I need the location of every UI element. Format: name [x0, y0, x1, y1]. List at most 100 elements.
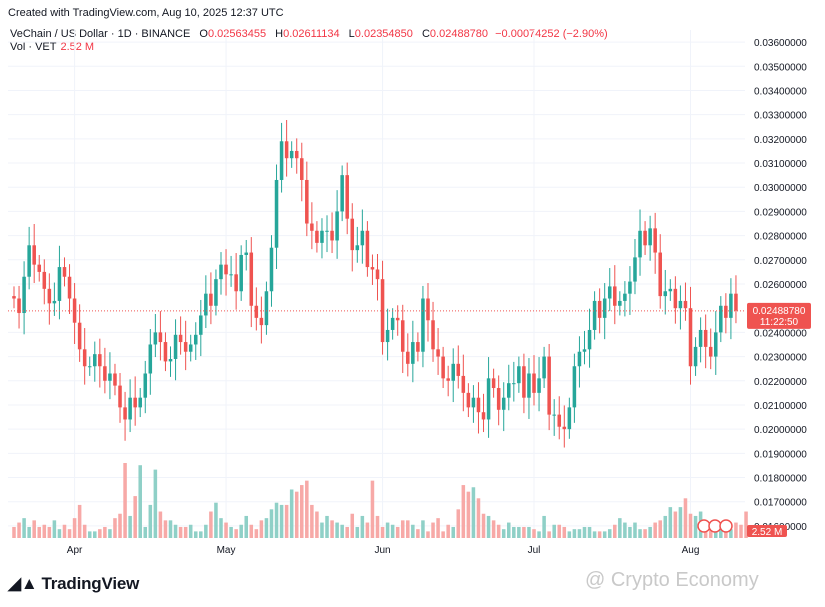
volume-bar: [158, 511, 163, 538]
volume-bar: [52, 520, 57, 538]
y-tick-label: 0.01700000: [754, 498, 807, 509]
candle-body: [259, 317, 264, 326]
volume-bar: [668, 507, 673, 538]
candle-body: [658, 252, 662, 297]
volume-bar: [168, 520, 173, 538]
volume-bar: [638, 529, 642, 538]
volume-bar: [537, 531, 541, 538]
volume-bar: [224, 522, 228, 538]
candle-body: [703, 329, 708, 347]
candle-body: [547, 356, 551, 415]
volume-bar: [734, 522, 738, 538]
candle-body: [98, 354, 102, 367]
volume-bar: [456, 509, 461, 538]
candle-body: [325, 230, 329, 232]
volume-bar: [345, 526, 349, 538]
volume-bar: [204, 524, 208, 538]
volume-bar: [350, 513, 355, 538]
candle-body: [597, 300, 602, 318]
volume-bar: [193, 531, 198, 538]
candle-body: [476, 397, 481, 413]
candle-body: [133, 397, 137, 408]
candle-body: [355, 245, 360, 251]
volume-bar: [370, 480, 375, 538]
price-tag-countdown: 11:22:50: [760, 317, 799, 328]
brand-name: TradingView: [41, 574, 140, 593]
created-with-text: Created with TradingView.com, Aug 10, 20…: [8, 7, 284, 19]
y-tick-label: 0.02300000: [754, 353, 807, 364]
candle-body: [471, 397, 476, 408]
volume-bar: [37, 526, 42, 538]
volume-bar: [416, 529, 420, 538]
candle-body: [496, 388, 501, 410]
close-value: 0.02488780: [429, 28, 489, 40]
y-tick-label: 0.03200000: [754, 135, 807, 146]
volume-bar: [17, 522, 21, 538]
volume-bar: [527, 526, 531, 538]
candle-body: [411, 342, 415, 364]
volume-bar: [542, 515, 546, 538]
volume-bar: [446, 524, 450, 538]
volume-bar: [42, 524, 47, 538]
volume-bar: [289, 489, 294, 538]
candle-body: [542, 356, 546, 379]
candle-body: [82, 349, 87, 367]
volume-bar: [380, 526, 385, 538]
candle-body: [729, 293, 733, 318]
volume-bar: [592, 531, 597, 538]
volume-bar: [259, 520, 264, 538]
candle-body: [441, 356, 445, 379]
candle-body: [22, 276, 26, 314]
candle-body: [42, 271, 47, 289]
candle-body: [416, 342, 420, 352]
x-tick-label: Jun: [374, 545, 390, 556]
candle-body: [375, 269, 380, 280]
volume-bar: [153, 469, 158, 538]
candle-body: [527, 373, 531, 398]
volume-bar: [623, 522, 627, 538]
volume-bar: [148, 504, 153, 538]
open-value: 0.02563455: [207, 28, 267, 40]
volume-bar: [62, 524, 67, 538]
candle-body: [320, 230, 324, 243]
volume-bar: [739, 524, 743, 538]
volume-legend[interactable]: Vol · VET 2.52 M: [10, 41, 94, 53]
volume-bar: [239, 524, 243, 538]
candle-body: [294, 150, 299, 159]
volume-bar: [693, 515, 698, 538]
candle-body: [108, 373, 112, 381]
candle-body: [602, 298, 607, 318]
candle-body: [209, 293, 213, 306]
candle-body: [360, 230, 365, 246]
candle-body: [153, 332, 158, 345]
y-tick-label: 0.02000000: [754, 425, 807, 436]
candle-body: [562, 426, 567, 430]
candle-body: [708, 346, 713, 357]
volume-bar: [214, 502, 218, 538]
candle-body: [32, 245, 36, 265]
volume-bar: [476, 498, 481, 538]
x-tick-label: Jul: [528, 545, 541, 556]
candle-body: [567, 407, 572, 430]
candle-body: [406, 351, 410, 364]
candle-body: [52, 300, 57, 304]
event-flag-icon: [719, 519, 733, 533]
volume-bar: [163, 520, 168, 538]
volume-bar: [87, 531, 92, 538]
candle-body: [678, 300, 683, 309]
symbol-legend[interactable]: VeChain / US Dollar · 1D · BINANCE O0.02…: [10, 28, 608, 40]
volume-bar: [683, 498, 688, 538]
volume-bar: [77, 504, 82, 538]
candle-body: [300, 158, 304, 180]
candle-body: [532, 373, 536, 393]
candle-body: [618, 300, 622, 306]
volume-bar: [219, 518, 223, 538]
volume-bar: [310, 504, 314, 538]
tradingview-icon: ◢▲: [8, 574, 38, 593]
volume-bar: [400, 520, 405, 538]
candle-body: [12, 296, 16, 299]
tradingview-logo[interactable]: ◢▲ TradingView: [8, 574, 139, 594]
volume-bar: [300, 485, 304, 538]
volume-bar: [628, 526, 632, 538]
